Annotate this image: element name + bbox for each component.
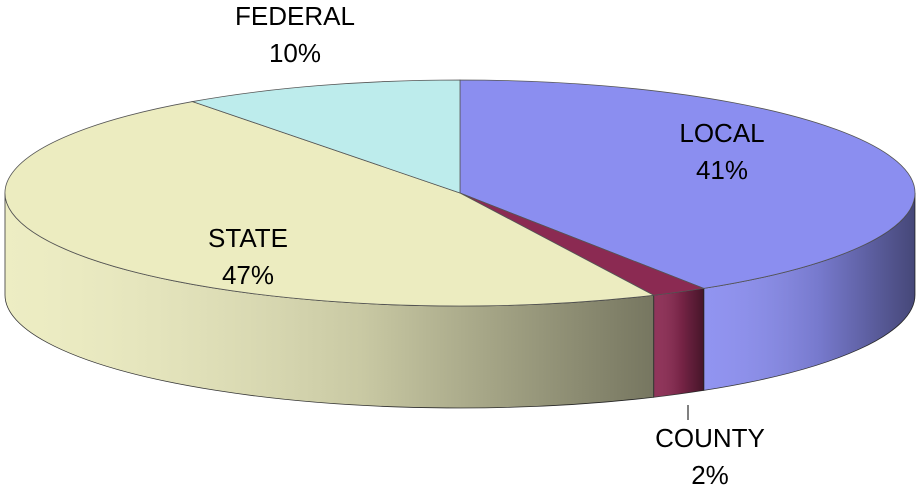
pie-tops xyxy=(4,79,916,307)
slice-label: COUNTY xyxy=(655,423,765,453)
slice-side-shade xyxy=(5,193,654,408)
slice-label: FEDERAL xyxy=(235,1,355,31)
slice xyxy=(459,79,916,289)
slice-value-label: 41% xyxy=(696,155,748,185)
slice-side-shade xyxy=(653,288,704,398)
slice-side-shade xyxy=(703,193,915,391)
slice xyxy=(4,101,656,307)
slice-value-label: 10% xyxy=(269,38,321,68)
pie-sides xyxy=(4,192,916,409)
slice-label: STATE xyxy=(208,223,288,253)
slice-value-label: 47% xyxy=(222,260,274,290)
labels: LOCAL 41% COUNTY 2% STATE 47% FEDERAL 10% xyxy=(208,1,765,490)
slice-label: LOCAL xyxy=(679,118,764,148)
slice xyxy=(190,79,461,194)
slice-value-label: 2% xyxy=(691,460,729,490)
